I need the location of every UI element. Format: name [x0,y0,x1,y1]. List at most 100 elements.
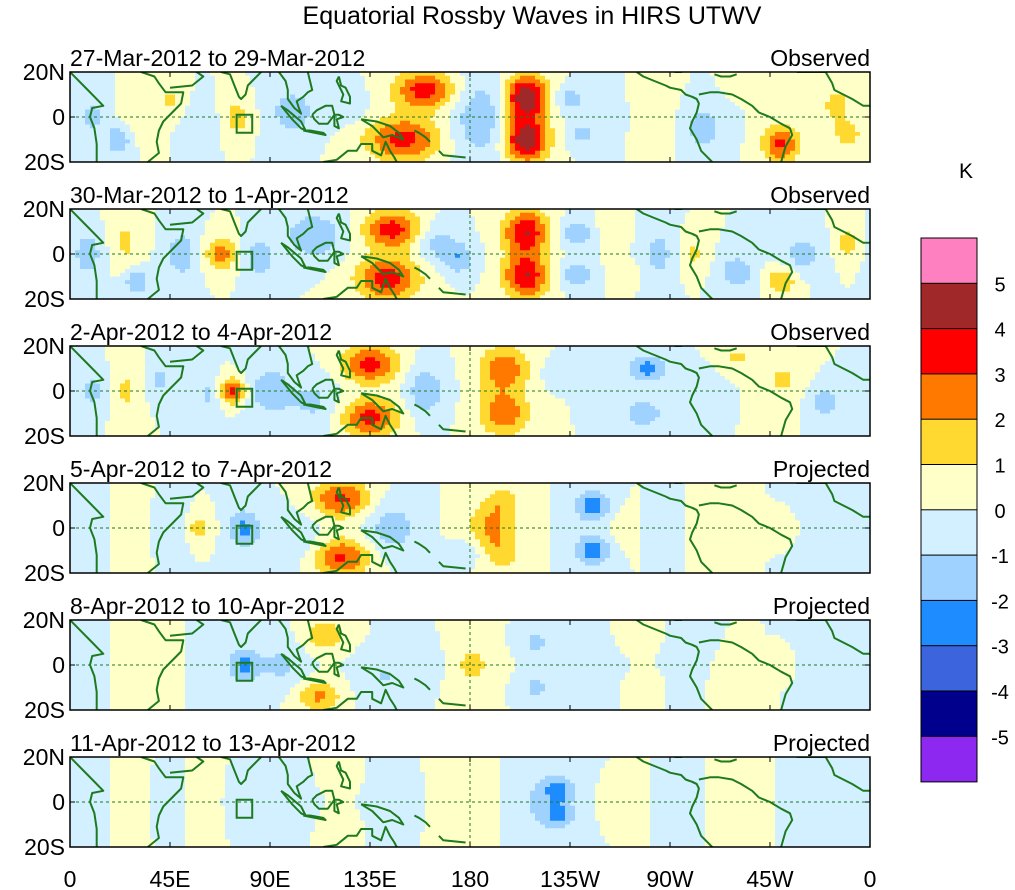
heatmap-cell [655,653,716,659]
heatmap-cell [575,787,596,792]
heatmap-cell [520,372,531,377]
heatmap-cell [610,843,651,847]
heatmap-cell [550,558,581,563]
heatmap-cell [460,120,496,126]
heatmap-cell [70,349,106,355]
heatmap-cell [515,516,551,522]
heatmap-cell [795,516,870,522]
heatmap-cell [310,109,366,114]
heatmap-cell [170,250,191,255]
heatmap-cell [790,254,816,259]
heatmap-cell [790,646,870,651]
heatmap-cell [535,150,541,156]
heatmap-cell [805,391,821,396]
heatmap-cell [515,276,536,281]
heatmap-cell [220,368,241,373]
heatmap-cell [450,353,486,358]
heatmap-cell [765,261,781,266]
heatmap-cell [810,379,870,385]
heatmap-cell [640,550,686,555]
heatmap-cell [715,128,746,133]
heatmap-cell [120,383,131,388]
heatmap-cell [320,813,361,818]
heatmap-cell [395,284,411,289]
heatmap-cell [110,516,151,522]
heatmap-cell [400,291,416,296]
heatmap-cell [640,546,686,552]
heatmap-cell [110,501,151,507]
heatmap-cell [525,421,571,426]
heatmap-cell [610,524,641,529]
heatmap-cell [550,265,561,270]
heatmap-cell [400,272,411,278]
map-panel-1: 27-Mar-2012 to 29-Mar-2012 Observed20N020… [23,45,871,175]
heatmap-cell [355,646,441,651]
heatmap-cell [530,231,541,236]
heatmap-cell [500,828,601,833]
heatmap-cell [500,72,516,77]
heatmap-cell [590,235,601,240]
heatmap-cell [505,272,516,278]
heatmap-cell [330,546,356,552]
heatmap-cell [225,820,316,826]
heatmap-cell [675,150,741,156]
heatmap-cell [335,224,351,229]
heatmap-cell [255,383,291,388]
heatmap-cell [70,361,111,366]
heatmap-cell [775,775,870,781]
heatmap-cell [480,235,501,240]
heatmap-cell [185,790,226,796]
heatmap-cell [345,349,361,355]
heatmap-cell [360,261,376,266]
heatmap-cell [185,775,226,781]
colorbar-level-label: -1 [991,546,1009,568]
colorbar-swatch [920,328,978,375]
heatmap-cell [220,124,231,129]
heatmap-cell [355,802,426,807]
coastline [140,346,185,436]
heatmap-cell [110,768,151,773]
heatmap-cell [370,250,411,255]
heatmap-cell [440,687,506,692]
heatmap-cell [495,147,506,152]
heatmap-cell [540,246,551,251]
heatmap-cell [585,550,601,555]
heatmap-cell [440,132,451,137]
heatmap-cell [70,272,111,278]
heatmap-cell [320,790,361,796]
heatmap-cell [685,284,706,289]
heatmap-cell [775,376,791,381]
heatmap-cell [355,287,371,293]
heatmap-cell [510,135,516,141]
heatmap-cell [495,543,501,548]
heatmap-cell [310,494,321,499]
coastline [70,72,105,162]
heatmap-cell [240,254,251,259]
heatmap-cell [535,817,551,822]
heatmap-cell [680,98,731,103]
heatmap-cell [515,509,551,514]
coastline [70,757,105,847]
heatmap-cell [655,661,711,666]
heatmap-cell [795,539,870,544]
heatmap-cell [435,83,446,88]
heatmap-cell [420,220,431,225]
heatmap-cell [375,272,401,278]
heatmap-cell [630,565,641,570]
heatmap-cell [605,265,641,270]
coastline [714,621,738,626]
heatmap-cell [185,794,226,799]
heatmap-cell [450,349,486,355]
heatmap-cell [625,72,691,77]
heatmap-cell [70,269,111,274]
heatmap-cell [445,87,456,92]
heatmap-cell [490,554,516,559]
heatmap-cell [390,361,401,366]
heatmap-cell [125,135,136,141]
heatmap-cell [565,231,591,236]
heatmap-cell [545,120,551,126]
heatmap-cell [310,349,346,355]
heatmap-cell [550,83,561,88]
heatmap-cell [550,117,566,122]
coastline [413,266,431,280]
